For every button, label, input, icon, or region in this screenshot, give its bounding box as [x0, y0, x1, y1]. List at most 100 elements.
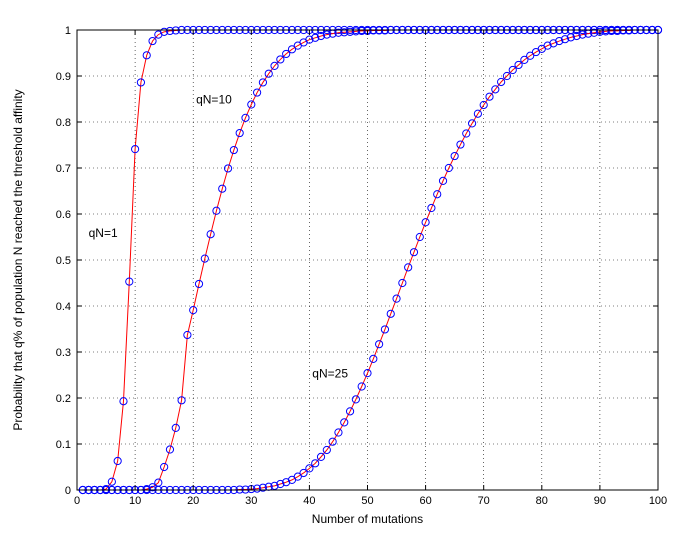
data-point-marker [526, 51, 535, 60]
data-point-marker [165, 445, 175, 454]
data-point-marker [276, 55, 285, 64]
data-point-marker [357, 382, 366, 391]
data-point-marker [520, 55, 529, 65]
data-point-marker [566, 33, 575, 42]
y-tick-label: 0.6 [56, 209, 71, 221]
data-point-marker [491, 85, 500, 94]
data-point-marker [601, 27, 610, 36]
y-tick-label: 1 [65, 25, 71, 37]
x-tick-label: 30 [245, 495, 257, 507]
data-point-marker [113, 456, 122, 466]
grid-lines [77, 30, 658, 490]
data-point-marker [235, 128, 244, 138]
data-point-marker [438, 176, 448, 185]
data-point-marker [340, 28, 349, 37]
data-point-marker [148, 36, 157, 46]
x-tick-label: 60 [419, 495, 431, 507]
data-point-marker [299, 468, 308, 478]
data-point-marker [264, 69, 273, 78]
data-point-marker [200, 254, 209, 263]
data-point-marker [177, 396, 186, 405]
data-point-marker [351, 395, 360, 404]
y-tick-label: 0.2 [56, 393, 71, 405]
data-point-marker [462, 129, 471, 138]
data-point-marker [282, 478, 291, 487]
data-point-marker [421, 218, 430, 227]
data-point-marker [253, 484, 262, 493]
data-point-marker [247, 100, 256, 109]
data-point-marker [241, 113, 250, 122]
data-point-marker [351, 27, 360, 36]
data-point-marker [322, 445, 331, 455]
data-point-marker [467, 119, 477, 128]
data-point-marker [485, 92, 494, 101]
data-point-marker [322, 30, 331, 39]
data-point-marker [160, 462, 169, 472]
data-point-marker [398, 278, 407, 288]
x-tick-label: 80 [536, 495, 548, 507]
data-point-marker [578, 30, 587, 39]
data-point-marker [456, 140, 465, 149]
data-point-marker [311, 459, 320, 468]
data-point-marker [549, 39, 558, 48]
data-point-marker [375, 340, 384, 349]
data-point-marker [334, 428, 343, 437]
data-point-marker [218, 184, 227, 193]
data-point-marker [305, 464, 314, 473]
data-point-marker [136, 78, 146, 87]
data-point-marker [334, 28, 343, 37]
data-point-marker [345, 27, 355, 36]
data-point-marker [270, 61, 279, 70]
data-point-marker [183, 330, 192, 340]
series-labels: qN=1 qN=10 qN=25 [89, 93, 349, 381]
data-point-marker [589, 28, 599, 37]
data-point-marker [502, 71, 512, 81]
data-point-marker [223, 164, 233, 173]
data-point-marker [409, 248, 419, 257]
data-point-marker [293, 472, 302, 481]
data-point-marker [270, 481, 279, 490]
y-tick-label: 0.7 [56, 163, 71, 175]
data-point-marker [444, 163, 453, 173]
data-point-marker [328, 437, 337, 446]
x-axis-label: Number of mutations [312, 512, 423, 526]
y-tick-label: 0.3 [56, 347, 71, 359]
data-point-marker [282, 49, 291, 59]
data-point-marker [543, 41, 552, 50]
data-point-marker [479, 100, 488, 110]
x-tick-label: 90 [594, 495, 606, 507]
data-point-marker [125, 277, 134, 286]
y-axis-label: Probability that q% of population N reac… [11, 89, 25, 430]
data-point-marker [131, 145, 140, 154]
data-point-marker [380, 325, 390, 334]
data-point-marker [253, 88, 262, 97]
data-point-marker [160, 27, 169, 36]
x-tick-label: 70 [478, 495, 490, 507]
data-point-marker [212, 206, 221, 215]
data-point-marker [392, 294, 401, 303]
data-point-marker [119, 397, 128, 406]
data-point-marker [450, 151, 459, 161]
series-label: qN=1 [89, 226, 118, 240]
data-point-marker [497, 77, 506, 87]
x-tick-label: 10 [129, 495, 141, 507]
x-tick-label: 50 [361, 495, 373, 507]
plot-area [77, 30, 658, 490]
x-tick-label: 100 [649, 495, 667, 507]
data-point-marker [415, 232, 424, 242]
data-point-marker [607, 26, 616, 36]
y-tick-label: 0.8 [56, 117, 71, 129]
data-point-marker [258, 483, 268, 492]
axis-ticks: 0 10 20 30 40 50 60 70 80 90 100 0 0.1 0.2 0.3 0.4 0.5 0.… [56, 25, 667, 507]
data-point-marker [427, 203, 436, 213]
data-point-marker [189, 306, 198, 315]
data-point-marker [595, 27, 605, 36]
data-point-marker [316, 452, 326, 461]
data-point-marker [386, 309, 395, 318]
series-label: qN=25 [312, 366, 348, 380]
data-point-marker [171, 423, 180, 432]
data-point-marker [473, 109, 482, 118]
data-point-marker [142, 51, 151, 60]
y-tick-label: 0.5 [56, 255, 71, 267]
data-point-marker [206, 230, 215, 239]
